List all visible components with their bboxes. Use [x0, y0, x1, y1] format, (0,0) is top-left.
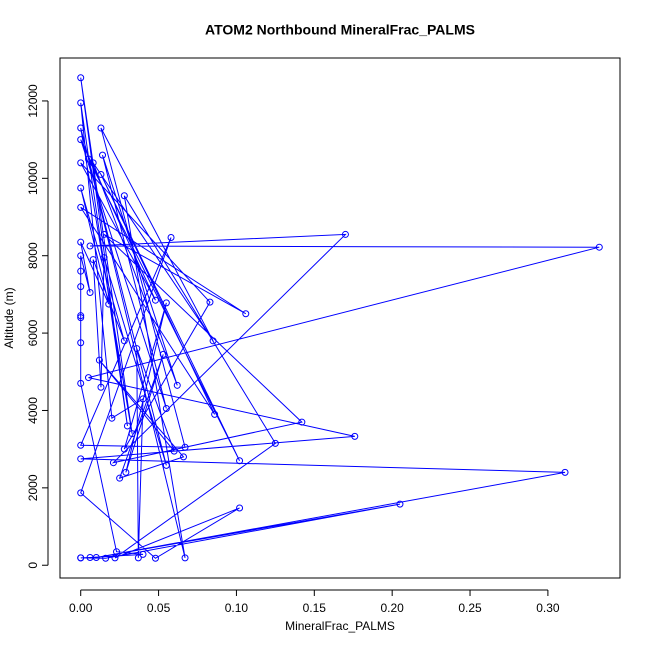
data-point: [100, 230, 108, 238]
data-point: [561, 468, 569, 476]
data-point: [181, 443, 189, 451]
chart-title: ATOM2 Northbound MineralFrac_PALMS: [205, 22, 475, 38]
data-point: [111, 554, 119, 562]
data-point: [97, 124, 105, 132]
data-point: [97, 170, 105, 178]
data-point: [77, 252, 85, 260]
data-point: [236, 457, 244, 465]
data-point: [86, 242, 94, 250]
data-point: [271, 439, 279, 447]
data-point: [298, 418, 306, 426]
data-point: [77, 74, 85, 82]
y-tick-label: 4000: [26, 397, 40, 424]
data-point: [151, 296, 159, 304]
y-tick-label: 10000: [26, 161, 40, 195]
data-point: [595, 243, 603, 251]
x-tick-label: 0.15: [303, 601, 327, 615]
y-tick-label: 12000: [26, 84, 40, 118]
data-point: [162, 461, 170, 469]
x-tick-label: 0.05: [147, 601, 171, 615]
data-point: [341, 230, 349, 238]
data-point: [113, 548, 121, 556]
data-point: [128, 430, 136, 438]
data-point: [159, 350, 167, 358]
data-point: [181, 554, 189, 562]
data-point: [84, 374, 92, 382]
data-point: [77, 267, 85, 275]
y-axis-label: Altitude (m): [2, 287, 16, 348]
data-point: [95, 356, 103, 364]
data-point: [77, 554, 85, 562]
data-point: [351, 432, 359, 440]
data-point: [120, 337, 128, 345]
data-point: [396, 500, 404, 508]
data-point: [123, 422, 131, 430]
data-point: [133, 345, 141, 353]
x-tick-label: 0.10: [225, 601, 249, 615]
data-point: [242, 310, 250, 318]
x-tick-label: 0.30: [536, 601, 560, 615]
data-point: [77, 312, 85, 320]
x-axis-label: MineralFrac_PALMS: [285, 619, 395, 633]
data-point: [77, 441, 85, 449]
data-point: [77, 314, 85, 322]
data-point: [211, 410, 219, 418]
data-point: [77, 184, 85, 192]
data-point: [236, 504, 244, 512]
data-point: [77, 159, 85, 167]
data-point: [77, 124, 85, 132]
data-point: [105, 300, 113, 308]
data-line: [79, 77, 600, 559]
x-tick-label: 0.00: [69, 601, 93, 615]
data-point: [151, 554, 159, 562]
data-point: [77, 339, 85, 347]
y-tick-label: 8000: [26, 242, 40, 269]
x-tick-label: 0.25: [458, 601, 482, 615]
data-point: [206, 298, 214, 306]
data-point: [77, 203, 85, 211]
data-point: [77, 455, 85, 463]
data-point: [170, 447, 178, 455]
data-point: [77, 379, 85, 387]
data-point: [89, 256, 97, 264]
data-point: [89, 159, 97, 167]
data-point: [108, 414, 116, 422]
data-point: [139, 550, 147, 558]
data-point: [179, 453, 187, 461]
data-point: [77, 136, 85, 144]
plot-box: [59, 57, 621, 579]
data-point: [77, 238, 85, 246]
data-point: [139, 395, 147, 403]
x-tick-label: 0.20: [380, 601, 404, 615]
data-point: [167, 234, 175, 242]
data-point: [122, 468, 130, 476]
data-point: [77, 283, 85, 291]
data-point: [100, 254, 108, 262]
data-point: [116, 474, 124, 482]
data-point: [209, 337, 217, 345]
y-tick-label: 2000: [26, 474, 40, 501]
data-point: [77, 99, 85, 107]
data-point: [77, 489, 85, 497]
data-point: [134, 554, 142, 562]
data-point: [120, 192, 128, 200]
data-point: [86, 288, 94, 296]
data-point: [120, 445, 128, 453]
data-point: [84, 155, 92, 163]
y-tick-label: 6000: [26, 319, 40, 346]
data-point: [173, 381, 181, 389]
data-point: [86, 553, 94, 561]
data-point: [162, 405, 170, 413]
data-point: [97, 383, 105, 391]
data-point: [162, 299, 170, 307]
y-tick-label: 0: [26, 562, 40, 569]
data-point: [102, 554, 110, 562]
data-point: [109, 459, 117, 467]
data-point: [99, 151, 107, 159]
